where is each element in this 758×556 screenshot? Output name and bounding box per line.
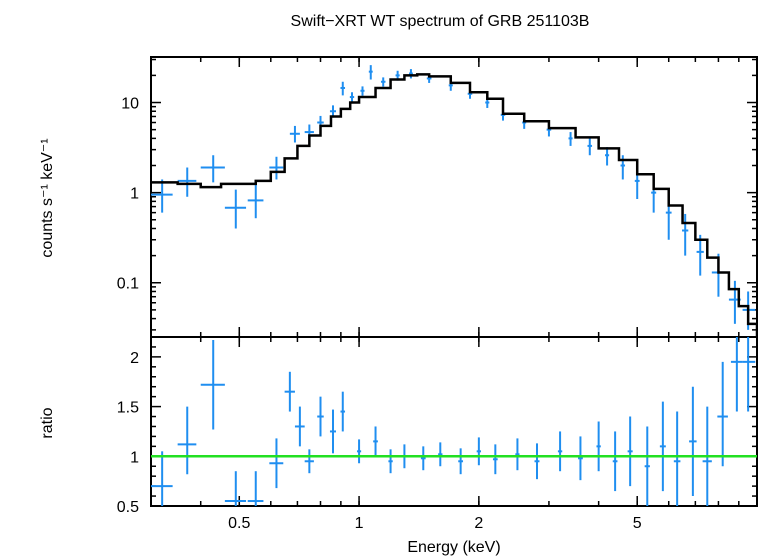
data-point (568, 132, 573, 146)
data-point (289, 125, 300, 143)
data-point (689, 386, 697, 497)
x-tick-label: 0.5 (228, 515, 250, 532)
y-tick-label: 1.5 (117, 400, 139, 417)
data-point (627, 416, 633, 487)
data-point (340, 391, 346, 432)
data-point (673, 411, 681, 506)
x-tick-label: 1 (355, 515, 364, 532)
data-point (200, 155, 225, 183)
y-tick-label: 0.5 (117, 499, 139, 516)
data-point (659, 401, 666, 492)
data-point (360, 86, 365, 96)
data-point (200, 339, 225, 430)
x-tick-label: 5 (633, 515, 642, 532)
data-point (644, 426, 650, 506)
data-point (269, 438, 284, 489)
data-point (317, 396, 324, 437)
data-point (349, 92, 355, 103)
data-point (247, 471, 264, 506)
data-point (356, 439, 362, 464)
bottom-y-axis-title: ratio (39, 407, 56, 438)
data-point (420, 446, 426, 471)
plot-frame (150, 336, 758, 507)
chart-title: Swift−XRT WT spectrum of GRB 251103B (291, 13, 590, 30)
top-y-axis-title: counts s⁻¹ keV⁻¹ (39, 138, 56, 257)
data-point (409, 69, 413, 79)
model-step-line (151, 73, 758, 337)
y-tick-label: 0.1 (117, 276, 139, 293)
data-point (730, 337, 743, 412)
y-tick-label: 1 (130, 449, 139, 466)
data-point (534, 443, 540, 480)
data-point (177, 167, 197, 197)
data-point (269, 156, 284, 180)
x-tick-label: 2 (474, 515, 483, 532)
y-tick-label: 10 (121, 96, 139, 113)
data-point (340, 81, 346, 96)
data-point (329, 409, 336, 454)
data-point (515, 438, 520, 471)
top-panel: 0.1 1 10 (117, 56, 758, 338)
data-point (151, 451, 173, 506)
bottom-panel: 0.5 1 2 5 0.5 1 1.5 2 (117, 336, 758, 532)
data-point (373, 426, 378, 457)
data-point (605, 147, 610, 166)
data-point (458, 448, 464, 475)
x-axis-title: Energy (keV) (407, 539, 500, 556)
data-point (438, 442, 443, 467)
data-point (368, 65, 373, 80)
data-point (492, 444, 498, 475)
data-point (247, 184, 264, 219)
plot-frame (150, 56, 758, 338)
data-point (696, 234, 704, 276)
data-point (284, 371, 295, 412)
y-tick-label: 1 (130, 186, 139, 203)
data-point (304, 449, 314, 474)
y-tick-label: 2 (130, 350, 139, 367)
data-point (388, 449, 393, 474)
data-point (224, 189, 247, 229)
data-point (476, 437, 482, 466)
data-point (557, 431, 563, 472)
data-point (380, 77, 386, 87)
data-point (742, 337, 756, 412)
data-point (682, 213, 689, 256)
data-point (596, 421, 601, 472)
data-point (587, 138, 593, 156)
data-point (612, 431, 618, 492)
data-point (151, 179, 173, 213)
data-point (294, 406, 305, 447)
data-point (578, 436, 583, 481)
data-point (177, 406, 197, 475)
data-point (717, 361, 728, 467)
data-point (224, 471, 247, 506)
